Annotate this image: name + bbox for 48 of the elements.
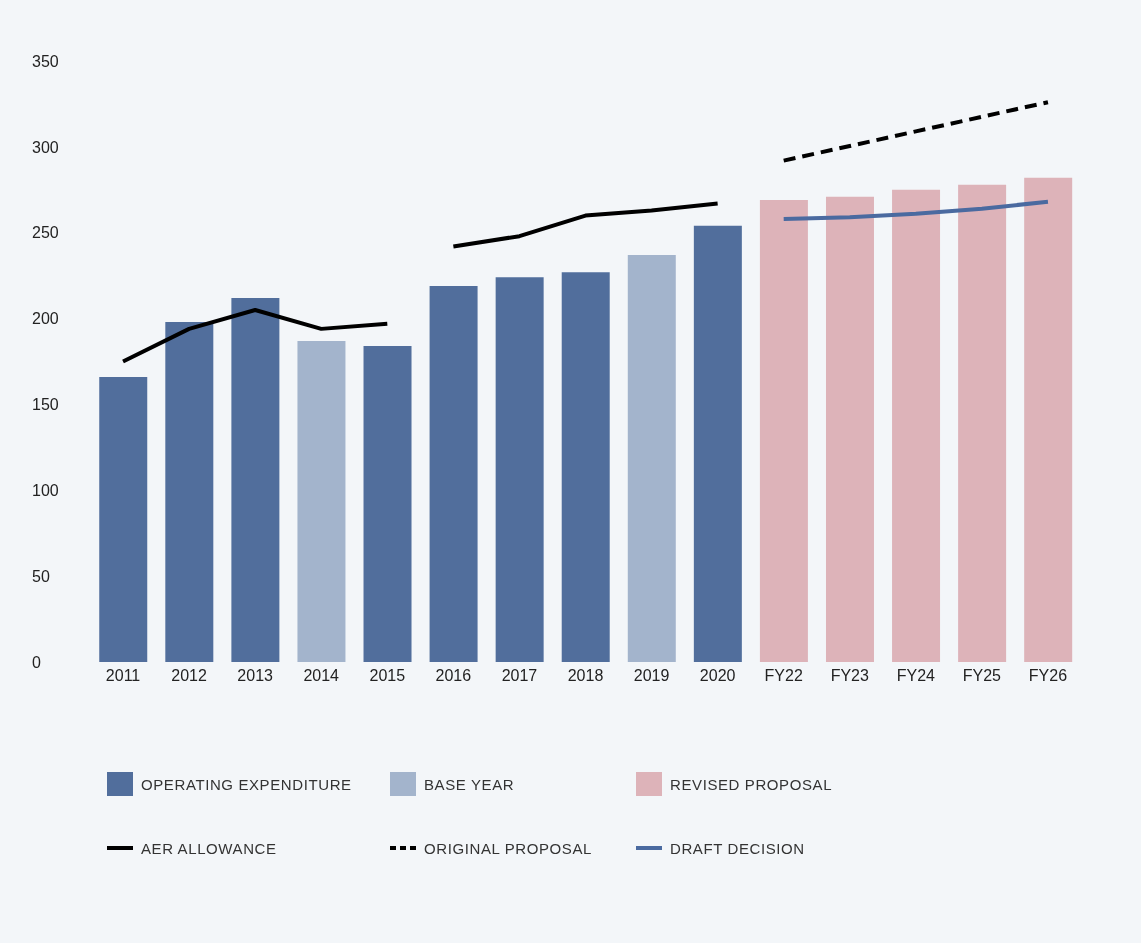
line-series	[781, 100, 1050, 163]
legend-label: OPERATING EXPENDITURE	[141, 775, 352, 793]
x-tick-label: 2017	[501, 667, 538, 685]
bar	[892, 189, 941, 662]
x-tick-label: FY22	[764, 667, 803, 685]
y-tick-label: 250	[32, 224, 59, 242]
bar	[825, 196, 874, 662]
x-tick-label: 2020	[699, 667, 736, 685]
y-tick-label: 100	[32, 481, 59, 499]
x-tick-label: 2016	[435, 667, 472, 685]
bar	[429, 285, 478, 662]
legend-label: DRAFT DECISION	[670, 839, 805, 857]
legend-label: ORIGINAL PROPOSAL	[424, 839, 593, 857]
x-tick-label: FY24	[896, 667, 936, 685]
x-tick-label: 2015	[369, 667, 406, 685]
bar	[165, 322, 214, 662]
legend-label: BASE YEAR	[424, 775, 515, 793]
x-tick-label: FY23	[830, 667, 869, 685]
line-series	[121, 307, 390, 364]
bar	[958, 184, 1007, 662]
x-tick-label: 2018	[567, 667, 604, 685]
y-tick-label: 200	[32, 310, 59, 328]
bar	[297, 340, 346, 662]
line-series	[451, 201, 720, 249]
line-series	[781, 199, 1050, 221]
bar	[363, 346, 412, 662]
y-tick-label: 300	[32, 138, 59, 156]
y-tick-label: 350	[32, 52, 59, 70]
legend-label: AER ALLOWANCE	[141, 839, 277, 857]
bar	[1024, 177, 1073, 662]
bar	[495, 277, 544, 662]
bar	[693, 225, 742, 662]
x-tick-label: 2014	[303, 667, 340, 685]
y-tick-label: 150	[32, 396, 59, 414]
bar	[759, 200, 808, 662]
bar	[99, 376, 148, 662]
x-tick-label: FY26	[1028, 667, 1068, 685]
x-tick-label: 2012	[171, 667, 207, 685]
y-tick-label: 0	[32, 653, 41, 671]
x-tick-label: FY25	[962, 667, 1002, 685]
x-tick-label: 2013	[237, 667, 274, 685]
bar	[627, 255, 676, 662]
x-tick-label: 2019	[633, 667, 670, 685]
legend-label: REVISED PROPOSAL	[670, 775, 833, 793]
x-tick-label: 2011	[105, 667, 141, 685]
bar	[231, 297, 280, 662]
y-tick-label: 50	[32, 567, 50, 585]
bar	[561, 272, 610, 662]
